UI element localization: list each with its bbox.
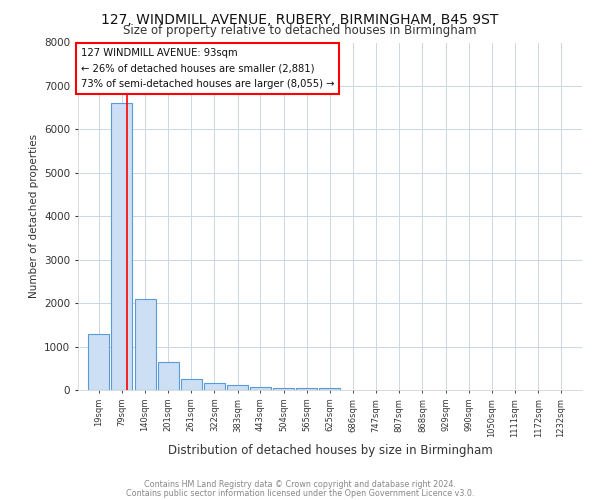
Text: 127, WINDMILL AVENUE, RUBERY, BIRMINGHAM, B45 9ST: 127, WINDMILL AVENUE, RUBERY, BIRMINGHAM…: [101, 12, 499, 26]
Bar: [273, 388, 294, 390]
Bar: [181, 378, 202, 390]
Bar: [158, 362, 179, 390]
Text: Size of property relative to detached houses in Birmingham: Size of property relative to detached ho…: [123, 24, 477, 37]
Y-axis label: Number of detached properties: Number of detached properties: [29, 134, 38, 298]
X-axis label: Distribution of detached houses by size in Birmingham: Distribution of detached houses by size …: [167, 444, 493, 456]
Text: Contains public sector information licensed under the Open Government Licence v3: Contains public sector information licen…: [126, 489, 474, 498]
Bar: [227, 385, 248, 390]
Bar: [319, 388, 340, 390]
Bar: [250, 386, 271, 390]
Bar: [134, 299, 155, 390]
Bar: [204, 384, 225, 390]
Bar: [88, 334, 109, 390]
Text: Contains HM Land Registry data © Crown copyright and database right 2024.: Contains HM Land Registry data © Crown c…: [144, 480, 456, 489]
Bar: [296, 388, 317, 390]
Bar: [112, 104, 132, 390]
Text: 127 WINDMILL AVENUE: 93sqm
← 26% of detached houses are smaller (2,881)
73% of s: 127 WINDMILL AVENUE: 93sqm ← 26% of deta…: [80, 48, 334, 89]
